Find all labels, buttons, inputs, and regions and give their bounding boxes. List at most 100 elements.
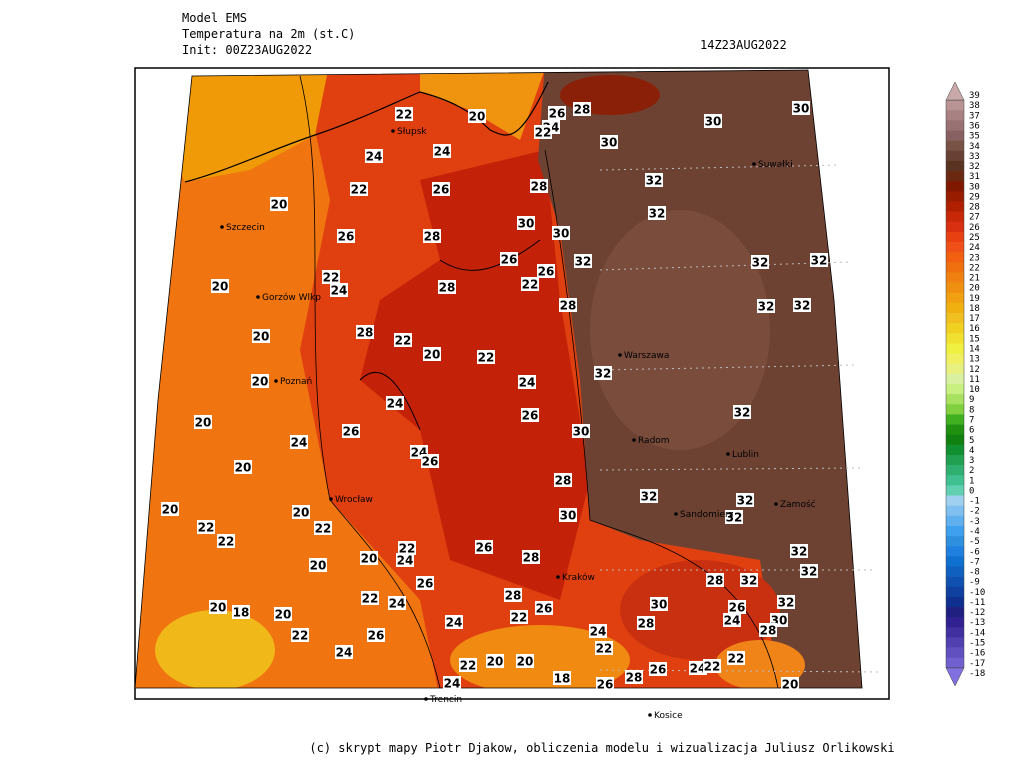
contour-label-box <box>438 280 456 294</box>
contour-label-box <box>209 600 227 614</box>
contour-label-box <box>596 677 614 691</box>
contour-label: 24 <box>291 436 308 450</box>
contour-label-box <box>459 658 477 672</box>
colorbar-swatch <box>946 302 964 314</box>
contour-label: 24 <box>389 597 406 611</box>
contour-label: 32 <box>575 255 592 269</box>
contour-label-box <box>445 615 463 629</box>
colorbar-swatch <box>946 191 964 202</box>
colorbar-swatch <box>946 607 964 618</box>
colorbar-label: 29 <box>969 192 980 202</box>
colorbar-label: -2 <box>969 507 980 517</box>
contour-label: 22 <box>728 652 745 666</box>
contour-label-box <box>649 662 667 676</box>
contour-label: 20 <box>210 601 227 615</box>
contour-label-box <box>504 588 522 602</box>
city-dot <box>274 379 278 383</box>
colorbar-swatch <box>946 363 964 375</box>
contour-label-box <box>733 405 751 419</box>
grid-dots <box>599 164 881 673</box>
contour-label: 22 <box>478 351 495 365</box>
contour-label: 26 <box>522 409 539 423</box>
colorbar-label: 30 <box>969 182 980 192</box>
contour-label-box <box>365 149 383 163</box>
contour-label-box <box>396 553 414 567</box>
contour-label-box <box>548 106 566 120</box>
contour-label-box <box>274 607 292 621</box>
contour-label: 26 <box>476 541 493 555</box>
colorbar-label: 2 <box>969 466 974 476</box>
colorbar-swatch <box>946 181 964 192</box>
city-dot <box>256 295 260 299</box>
city-dot <box>648 713 652 717</box>
colorbar-label: -17 <box>969 659 985 669</box>
colorbar-swatch <box>946 130 964 141</box>
contour-label: 22 <box>351 183 368 197</box>
colorbar-swatch <box>946 495 964 506</box>
contour-label: 32 <box>641 490 658 504</box>
colorbar-label: 6 <box>969 426 974 436</box>
contour-label: 22 <box>323 271 340 285</box>
city-dot <box>556 575 560 579</box>
contour-label: 32 <box>649 207 666 221</box>
colorbar-swatch <box>946 465 964 476</box>
colorbar-label: 38 <box>969 101 980 111</box>
contour-label: 26 <box>433 183 450 197</box>
city-dot <box>674 512 678 516</box>
field-yellow <box>155 610 275 688</box>
contour-label-box <box>517 216 535 230</box>
contour-label-box <box>640 489 658 503</box>
colorbar-swatch <box>946 221 964 233</box>
contour-label: 24 <box>366 150 383 164</box>
contour-label: 28 <box>574 103 591 117</box>
contour-label-box <box>292 505 310 519</box>
contour-label-box <box>728 600 746 614</box>
colorbar-label: -3 <box>969 517 980 527</box>
colorbar-label: -11 <box>969 598 985 608</box>
colorbar-label: 20 <box>969 284 980 294</box>
colorbar-swatch <box>946 160 964 172</box>
contour-label: 24 <box>444 677 461 691</box>
colorbar-label: -12 <box>969 608 985 618</box>
colorbar-swatch <box>946 394 964 405</box>
contour-label: 26 <box>368 629 385 643</box>
colorbar-label: -5 <box>969 537 980 547</box>
colorbar-label: 31 <box>969 172 980 182</box>
colorbar-label: 34 <box>969 142 980 152</box>
colorbar-swatch <box>946 282 964 294</box>
contour-label-box <box>477 350 495 364</box>
contour-label: 22 <box>315 522 332 536</box>
isoline <box>299 75 441 688</box>
contour-label-box <box>386 396 404 410</box>
colorbar-label: 36 <box>969 121 980 131</box>
contour-label: 24 <box>336 646 353 660</box>
contour-label-box <box>330 283 348 297</box>
colorbar-label: -14 <box>969 628 985 638</box>
contour-label: 20 <box>275 608 292 622</box>
contour-label-box <box>535 601 553 615</box>
contour-label: 26 <box>650 663 667 677</box>
contour-label: 32 <box>595 367 612 381</box>
contour-label-box <box>356 325 374 339</box>
colorbar-label: 39 <box>969 91 980 101</box>
field-core <box>360 150 590 600</box>
contour-label-box <box>309 558 327 572</box>
contour-label: 22 <box>292 629 309 643</box>
contour-label-box <box>516 654 534 668</box>
contour-label-box <box>234 460 252 474</box>
contour-label-box <box>554 473 572 487</box>
city-name: Słupsk <box>397 127 427 137</box>
colorbar-swatch <box>946 505 964 517</box>
contour-label: 22 <box>395 334 412 348</box>
colorbar-end <box>945 667 965 687</box>
colorbar-label: 24 <box>969 243 980 253</box>
colorbar-swatch <box>946 333 964 344</box>
colorbar-label: 12 <box>969 365 980 375</box>
contour-label-box <box>342 424 360 438</box>
contour-label-box <box>689 661 707 675</box>
contour-label: 20 <box>310 559 327 573</box>
colorbar-label: 21 <box>969 274 980 284</box>
colorbar-swatch <box>946 313 964 324</box>
contour-label: 28 <box>638 617 655 631</box>
colorbar-label: -6 <box>969 547 980 557</box>
